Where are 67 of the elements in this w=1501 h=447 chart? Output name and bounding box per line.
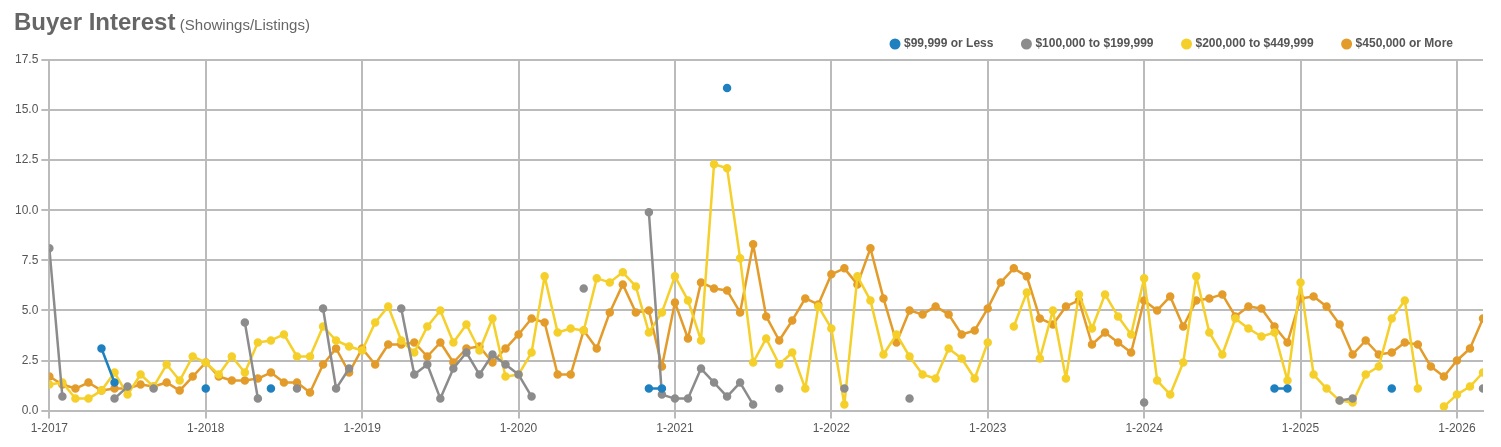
- point: [840, 384, 849, 393]
- point: [735, 378, 745, 387]
- point: [475, 370, 484, 379]
- x-tick-label: 1-2017: [30, 421, 69, 436]
- point: [748, 400, 758, 409]
- point: [527, 392, 536, 401]
- y-tick-label: 10.0: [15, 202, 39, 217]
- chart-subtitle: (Showings/Listings): [179, 16, 310, 33]
- x-tick-label: 1-2021: [656, 421, 694, 436]
- point: [579, 284, 588, 293]
- point: [1348, 394, 1357, 403]
- point: [318, 304, 328, 313]
- point: [462, 348, 471, 357]
- y-tick-label: 5.0: [21, 302, 39, 317]
- x-tick-label: 1-2025: [1281, 421, 1320, 436]
- y-tick-label: 0.0: [21, 402, 39, 417]
- chart-title: Buyer Interest: [14, 8, 176, 35]
- point: [1387, 384, 1397, 393]
- point: [201, 384, 210, 393]
- y-tick-label: 17.5: [15, 52, 39, 67]
- x-tick-label: 1-2026: [1438, 421, 1476, 436]
- y-tick-label: 15.0: [15, 102, 39, 117]
- legend-label: $200,000 to $449,999: [1195, 36, 1314, 51]
- point: [58, 392, 67, 401]
- point: [657, 384, 667, 393]
- point: [644, 384, 654, 393]
- point: [501, 360, 510, 369]
- point: [436, 394, 445, 403]
- y-tick-label: 12.5: [15, 152, 39, 167]
- point: [240, 318, 250, 327]
- x-tick-label: 1-2024: [1125, 421, 1164, 436]
- point: [292, 384, 302, 393]
- point: [696, 364, 706, 373]
- point: [110, 378, 119, 387]
- legend-label: $100,000 to $199,999: [1035, 36, 1154, 51]
- point: [344, 364, 354, 373]
- legend-label: $450,000 or More: [1355, 36, 1454, 51]
- point: [905, 394, 914, 403]
- point: [423, 360, 432, 369]
- point: [709, 378, 719, 387]
- point: [266, 384, 276, 393]
- point: [397, 304, 406, 313]
- point: [1270, 384, 1279, 393]
- point: [1283, 384, 1292, 393]
- legend-label: $99,999 or Less: [904, 36, 994, 51]
- x-tick-label: 1-2018: [187, 421, 225, 436]
- point: [1139, 398, 1149, 407]
- point: [410, 370, 419, 379]
- point: [683, 394, 693, 403]
- point: [97, 344, 106, 353]
- point: [722, 83, 732, 93]
- point: [644, 208, 654, 217]
- x-tick-label: 1-2019: [343, 421, 382, 436]
- point: [449, 364, 458, 373]
- y-tick-label: 2.5: [21, 352, 39, 367]
- x-tick-label: 1-2023: [969, 421, 1007, 436]
- point: [253, 394, 263, 403]
- point: [670, 394, 680, 403]
- point: [488, 350, 497, 359]
- x-tick-label: 1-2022: [812, 421, 851, 436]
- point: [657, 390, 667, 399]
- point: [722, 392, 732, 401]
- y-tick-label: 7.5: [21, 252, 39, 267]
- point: [110, 394, 119, 403]
- point: [331, 384, 341, 393]
- x-tick-label: 1-2020: [499, 421, 538, 436]
- point: [774, 384, 784, 393]
